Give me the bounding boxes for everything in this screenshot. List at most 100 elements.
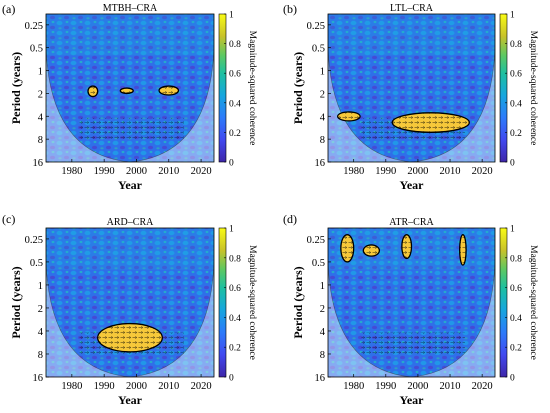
y-tick-label: 2: [38, 304, 43, 315]
colorbar-tick-label: 0.6: [229, 284, 241, 294]
coherence-field: [328, 228, 495, 377]
colorbar-tick-label: 0.8: [229, 254, 241, 264]
colorbar-tick-label: 0: [229, 374, 234, 384]
colorbar: [218, 227, 227, 378]
region-arrows: [120, 88, 134, 94]
y-tick-label: 16: [33, 373, 44, 384]
colorbar-tick-label: 0.8: [510, 254, 522, 264]
colorbar-tick-label: 0: [510, 374, 515, 384]
colorbar-tick-label: 0.4: [229, 314, 241, 324]
x-tick-label: 2010: [158, 166, 179, 177]
y-tick-label: 0.5: [312, 44, 325, 55]
plot-frame: [327, 13, 496, 163]
y-tick-label: 8: [38, 135, 43, 146]
y-tick-label: 0.25: [25, 21, 43, 32]
y-tick-label: 0.5: [30, 258, 43, 269]
y-tick-label: 16: [315, 158, 326, 169]
y-tick-label: 1: [320, 67, 325, 78]
y-tick-label: 4: [320, 112, 326, 123]
colorbar-tick-label: 0.6: [510, 284, 522, 294]
chart-title: MTBH–CRA: [103, 3, 158, 14]
x-axis-label: Year: [118, 393, 143, 407]
x-tick-label: 1980: [343, 381, 364, 392]
x-tick-label: 2010: [440, 166, 461, 177]
colorbar-tick-label: 1: [510, 225, 515, 235]
colorbar: [499, 13, 508, 163]
x-tick-label: 2020: [191, 166, 212, 177]
colorbar-tick-label: 0.8: [510, 40, 522, 50]
colorbar-tick-label: 0: [510, 159, 515, 169]
cone-of-influence: [328, 261, 495, 377]
colorbar-tick-label: 0.2: [229, 129, 241, 139]
x-tick-label: 2010: [440, 381, 461, 392]
coherence-field: [46, 228, 214, 377]
x-tick-label: 1990: [375, 166, 396, 177]
y-tick-label: 4: [38, 327, 44, 338]
colorbar-tick-label: 0.2: [510, 344, 522, 354]
panel-label: (a): [2, 2, 15, 16]
y-tick-label: 4: [320, 327, 326, 338]
y-tick-label: 1: [320, 281, 325, 292]
y-tick-label: 2: [320, 89, 325, 100]
colorbar: [218, 13, 227, 163]
plot-frame: [45, 227, 215, 378]
colorbar: [499, 227, 508, 378]
cone-of-influence: [46, 47, 214, 162]
chart-panel: LTL–CRA (b) 0.25 0.5 1 2 4 8 16 1980 1990 2000 2010 2…: [283, 2, 538, 192]
cone-boundary: [46, 261, 214, 377]
y-tick-label: 4: [38, 112, 44, 123]
cone-boundary: [46, 47, 214, 162]
panel-label: (c): [2, 212, 15, 226]
colorbar-tick-label: 0.4: [229, 99, 241, 109]
y-tick-label: 0.5: [312, 258, 325, 269]
y-tick-label: 1: [38, 281, 43, 292]
y-tick-label: 16: [315, 373, 326, 384]
chart-title: ARD–CRA: [107, 217, 154, 228]
x-axis-label: Year: [400, 178, 425, 192]
cone-boundary: [328, 47, 495, 162]
x-tick-label: 2000: [126, 166, 147, 177]
y-axis-label: Period (years): [9, 266, 23, 338]
region-arrows: [88, 86, 98, 97]
region-arrows: [363, 244, 380, 257]
y-axis-label: Period (years): [291, 52, 305, 124]
x-tick-label: 2020: [472, 381, 493, 392]
colorbar-tick-label: 1: [229, 11, 234, 21]
colorbar-tick-label: 0.8: [229, 40, 241, 50]
phase-arrows: [79, 117, 184, 140]
colorbar-label: Magnitude-squared coherence: [528, 245, 538, 360]
colorbar-tick-label: 1: [229, 225, 234, 235]
y-axis-label: Period (years): [291, 266, 305, 338]
panel-label: (d): [283, 212, 297, 226]
x-tick-label: 2000: [126, 381, 147, 392]
cone-boundary: [328, 261, 495, 377]
colorbar-tick-label: 0.4: [510, 99, 522, 109]
region-arrows: [337, 111, 361, 121]
region-arrows: [459, 234, 467, 266]
region-arrows: [340, 234, 354, 262]
colorbar-label: Magnitude-squared coherence: [247, 245, 257, 360]
coherence-field: [328, 14, 495, 162]
colorbar-label: Magnitude-squared coherence: [528, 31, 538, 146]
x-tick-label: 2000: [407, 381, 428, 392]
colorbar-tick-label: 0.2: [510, 129, 522, 139]
colorbar-tick-label: 1: [510, 11, 515, 21]
chart-title: ATR–CRA: [389, 217, 434, 228]
chart-panel: ATR–CRA (d) 0.25 0.5 1 2 4 8 16 1980 1990 2000 2010 2…: [283, 212, 538, 407]
x-axis-label: Year: [118, 178, 143, 192]
plot-frame: [45, 13, 215, 163]
y-tick-label: 2: [38, 89, 43, 100]
y-tick-label: 2: [320, 304, 325, 315]
region-arrows: [97, 323, 163, 352]
y-tick-label: 8: [38, 350, 43, 361]
y-axis-label: Period (years): [9, 52, 23, 124]
chart-panel: MTBH–CRA (a) 0.25 0.5 1 2 4 8 16 1980 1990 2000 2010…: [2, 2, 257, 192]
cone-of-influence: [46, 261, 214, 377]
x-tick-label: 1990: [94, 166, 115, 177]
y-tick-label: 0.5: [30, 44, 43, 55]
colorbar-tick-label: 0.6: [229, 70, 241, 80]
region-arrows: [392, 112, 470, 133]
x-tick-label: 1990: [94, 381, 115, 392]
y-tick-label: 0.25: [307, 235, 325, 246]
colorbar-tick-label: 0.6: [510, 70, 522, 80]
